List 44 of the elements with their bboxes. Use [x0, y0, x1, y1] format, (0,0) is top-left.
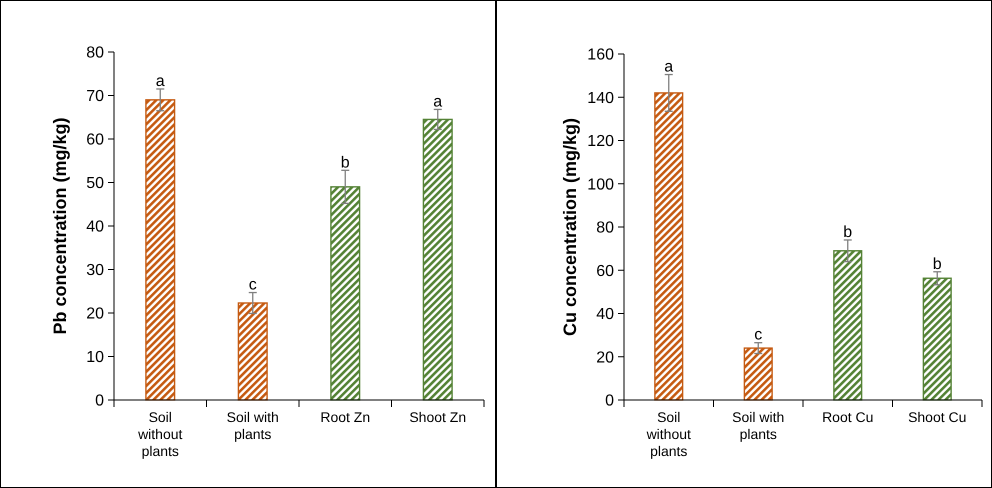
y-tick-label: 40	[596, 306, 614, 324]
y-tick-label: 140	[587, 90, 614, 107]
x-tick-label: Soil with plants	[732, 409, 784, 442]
y-tick-label: 70	[86, 88, 104, 106]
bar	[145, 99, 176, 401]
y-tick-label: 20	[86, 306, 104, 323]
annotation: a	[433, 93, 442, 110]
y-tick-label: 50	[86, 175, 104, 192]
annotation: c	[248, 276, 257, 294]
bar	[238, 302, 268, 401]
y-axis-title: Pb concentration (mg/kg)	[50, 117, 70, 335]
bar	[330, 186, 360, 401]
x-tick-label: Root Cu	[822, 409, 874, 425]
y-tick-label: 160	[587, 46, 614, 64]
annotation: a	[156, 72, 165, 90]
y-tick-label: 120	[587, 133, 614, 150]
y-tick-label: 20	[596, 349, 614, 366]
annotation: c	[754, 326, 762, 344]
y-tick-label: 60	[86, 132, 104, 149]
x-tick-label: Soil without plants	[646, 409, 692, 459]
x-tick-label: Soil without plants	[137, 409, 183, 459]
x-tick-label: Soil with plants	[226, 409, 279, 442]
y-tick-label: 30	[86, 262, 104, 280]
bar	[422, 118, 453, 401]
y-tick-label: 0	[605, 392, 614, 410]
y-tick-label: 10	[86, 349, 104, 366]
x-tick-label: Root Zn	[320, 409, 370, 425]
y-tick-label: 80	[86, 44, 104, 62]
y-tick-label: 0	[95, 392, 104, 410]
bar	[744, 347, 773, 401]
y-tick-label: 100	[587, 176, 614, 194]
y-axis-title: Cu concentration (mg/kg)	[560, 118, 580, 336]
y-tick-label: 80	[596, 220, 614, 237]
bar	[833, 250, 862, 401]
annotation: a	[664, 58, 674, 76]
annotation: b	[843, 224, 852, 241]
bar	[654, 92, 684, 401]
y-tick-label: 40	[86, 218, 104, 236]
x-tick-label: Shoot Zn	[409, 409, 466, 425]
x-tick-label: Shoot Cu	[908, 409, 966, 425]
annotation: b	[340, 154, 350, 172]
y-tick-label: 60	[596, 262, 614, 280]
bar	[922, 278, 952, 401]
annotation: b	[932, 256, 942, 273]
